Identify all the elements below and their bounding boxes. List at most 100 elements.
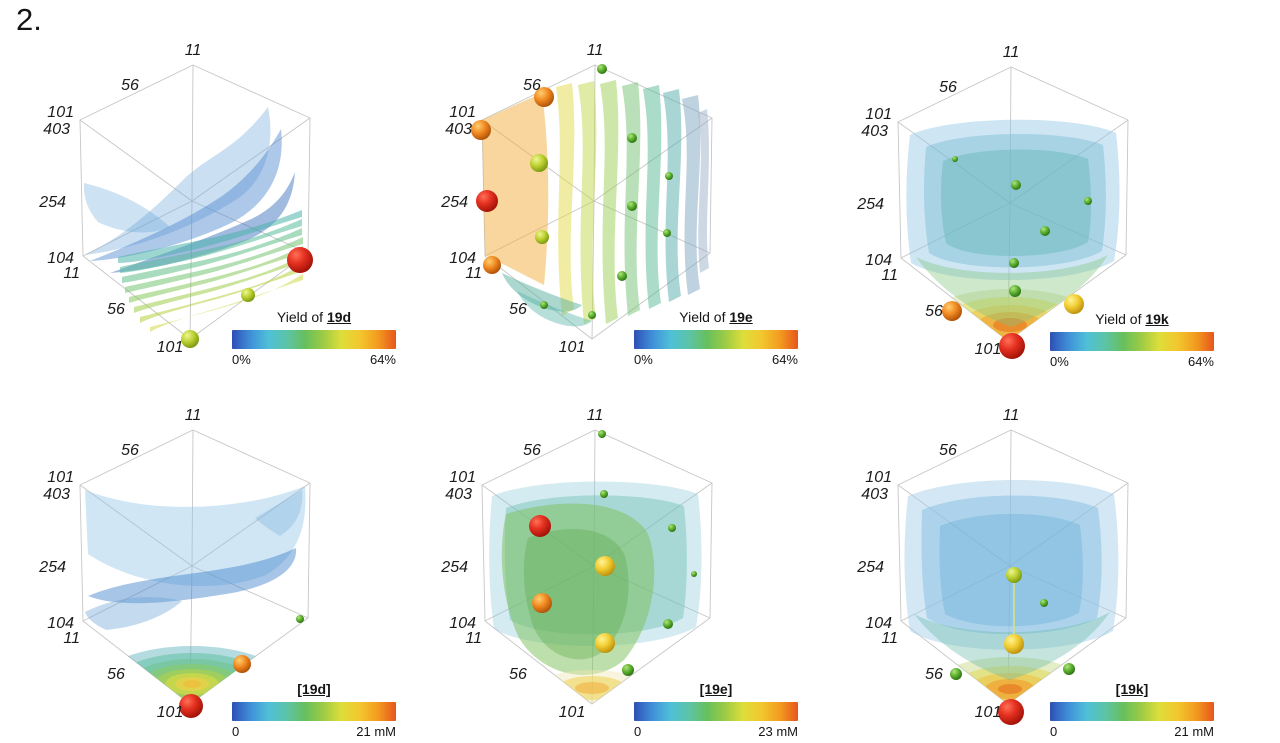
axis-tick: 11 [185, 407, 202, 424]
legend-title: [19e] [634, 681, 798, 697]
colorbar-min-label: 0% [232, 352, 251, 367]
sphere-red [529, 515, 551, 537]
axis-tick: 11 [63, 630, 80, 647]
data-spheres [950, 567, 1075, 725]
axis-tick: 104 [47, 615, 74, 632]
legend-title-compound: [19d] [297, 681, 331, 697]
axis-tick: 104 [865, 252, 892, 269]
axis-tick: 254 [856, 559, 884, 576]
legend-title-compound: [19e] [699, 681, 733, 697]
sphere-yellow-green [530, 154, 548, 172]
sphere-green [597, 64, 607, 74]
sphere-green [1063, 663, 1075, 675]
axis-tick: 11 [465, 265, 482, 282]
sphere-green [622, 664, 634, 676]
axis-tick: 11 [587, 42, 604, 59]
plot-yield-19e: 11 56 101 403 254 104 11 56 101 Yield of… [432, 33, 832, 393]
axis-tick: 101 [865, 106, 892, 123]
plot-conc-19k: 11 56 101 403 254 104 11 56 101 [19k] 0 2… [848, 398, 1248, 743]
sphere-green [1009, 285, 1021, 297]
axis-tick: 56 [523, 77, 541, 94]
legend-title-compound: [19k] [1115, 681, 1149, 697]
isosurfaces [83, 107, 303, 332]
sphere-green [617, 271, 627, 281]
axis-tick: 254 [440, 559, 468, 576]
legend-title: Yield of 19k [1050, 311, 1214, 327]
axis-tick: 403 [861, 123, 888, 140]
axis-tick: 11 [63, 265, 80, 282]
colorbar-legend: [19d] 0 21 mM [232, 681, 396, 739]
sphere-green [598, 430, 606, 438]
legend-title-compound: 19d [326, 309, 352, 325]
axis-tick: 11 [587, 407, 604, 424]
colorbar-min-label: 0 [232, 724, 240, 739]
sphere-green [663, 619, 673, 629]
legend-title-plain: Yield of [276, 309, 327, 325]
isosurfaces [482, 80, 709, 327]
sphere-green [668, 524, 676, 532]
axis-tick: 101 [47, 104, 74, 121]
legend-title: [19k] [1050, 681, 1214, 697]
sphere-green [1084, 197, 1092, 205]
colorbar-min-label: 0 [634, 724, 642, 739]
sphere-orange [233, 655, 251, 673]
legend-title-compound: 19k [1145, 311, 1169, 327]
colorbar-min-label: 0% [1050, 354, 1069, 369]
axis-tick: 101 [157, 339, 184, 356]
axis-tick: 11 [881, 267, 898, 284]
sphere-yellow [595, 633, 615, 653]
sphere-orange [942, 301, 962, 321]
colorbar-legend: Yield of 19e 0% 64% [634, 309, 798, 367]
sphere-green [1040, 226, 1050, 236]
colorbar-legend: [19k] 0 21 mM [1050, 681, 1214, 739]
axis-tick: 101 [975, 341, 1002, 358]
sphere-red [998, 699, 1024, 725]
colorbar [232, 330, 396, 349]
axis-tick: 254 [38, 194, 66, 211]
axis-tick: 11 [185, 42, 202, 59]
axis-tick: 104 [865, 615, 892, 632]
axis-ticks: 11 56 101 403 254 104 11 56 101 [440, 407, 603, 721]
axis-ticks: 11 56 101 403 254 104 11 56 101 [856, 44, 1019, 358]
data-spheres [179, 615, 304, 718]
axis-tick: 56 [509, 301, 527, 318]
sphere-green [540, 301, 548, 309]
colorbar-max-label: 64% [369, 352, 396, 367]
plot-yield-19k-figure: 11 56 101 403 254 104 11 56 101 [856, 44, 1129, 359]
isosurfaces [904, 479, 1119, 680]
axis-tick: 101 [559, 704, 586, 721]
sphere-orange [534, 87, 554, 107]
axis-tick: 56 [925, 666, 943, 683]
colorbar-max-label: 21 mM [356, 724, 396, 739]
colorbar [1050, 702, 1214, 721]
sphere-yellow [595, 556, 615, 576]
plot-conc-19d: 11 56 101 403 254 104 11 56 101 [19d] 0 2… [30, 398, 430, 743]
colorbar-max-label: 64% [1187, 354, 1214, 369]
legend-title-plain: Yield of [1095, 311, 1146, 327]
data-spheres [529, 430, 697, 676]
axis-tick: 104 [449, 250, 476, 267]
sphere-green [950, 668, 962, 680]
axis-tick: 56 [107, 301, 125, 318]
axis-tick: 11 [465, 630, 482, 647]
axis-ticks: 11 56 101 403 254 104 11 56 101 [856, 407, 1019, 721]
axis-tick: 403 [43, 486, 70, 503]
axis-tick: 11 [1003, 44, 1020, 61]
sphere-yellow-green [181, 330, 199, 348]
sphere-red-orange [471, 120, 491, 140]
plot-conc-19d-figure: 11 56 101 403 254 104 11 56 101 [38, 407, 311, 721]
plot-yield-19e-figure: 11 56 101 403 254 104 11 56 101 [440, 42, 713, 356]
colorbar [634, 330, 798, 349]
legend-title: [19d] [232, 681, 396, 697]
axis-tick: 254 [856, 196, 884, 213]
sphere-green [665, 172, 673, 180]
sphere-green [1011, 180, 1021, 190]
axis-tick: 101 [47, 469, 74, 486]
sphere-green [691, 571, 697, 577]
sphere-green [588, 311, 596, 319]
colorbar-legend: [19e] 0 23 mM [634, 681, 798, 739]
axis-tick: 56 [121, 442, 139, 459]
axis-ticks: 11 56 101 403 254 104 11 56 101 [38, 407, 201, 721]
sphere-green [1040, 599, 1048, 607]
